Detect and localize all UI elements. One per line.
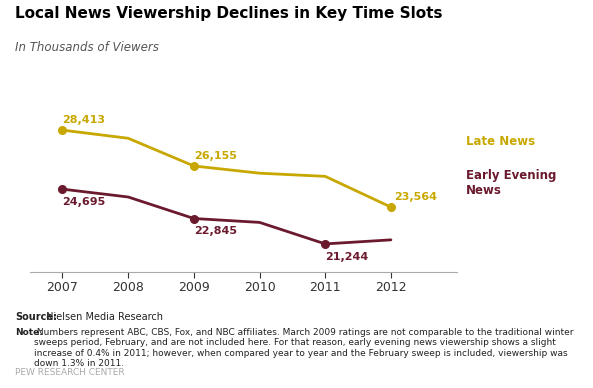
Text: Numbers represent ABC, CBS, Fox, and NBC affiliates. March 2009 ratings are not : Numbers represent ABC, CBS, Fox, and NBC… — [34, 328, 574, 368]
Text: 24,695: 24,695 — [62, 197, 106, 207]
Text: 23,564: 23,564 — [394, 192, 437, 202]
Text: 21,244: 21,244 — [325, 252, 368, 262]
Text: In Thousands of Viewers: In Thousands of Viewers — [15, 41, 159, 54]
Text: PEW RESEARCH CENTER: PEW RESEARCH CENTER — [15, 368, 125, 377]
Text: 26,155: 26,155 — [194, 151, 237, 161]
Text: Local News Viewership Declines in Key Time Slots: Local News Viewership Declines in Key Ti… — [15, 6, 442, 21]
Text: Late News: Late News — [466, 135, 535, 148]
Text: Note:: Note: — [15, 328, 43, 337]
Text: Source:: Source: — [15, 312, 57, 322]
Text: 28,413: 28,413 — [62, 115, 106, 125]
Text: Nielsen Media Research: Nielsen Media Research — [43, 312, 162, 322]
Text: 22,845: 22,845 — [194, 227, 237, 236]
Text: Early Evening
News: Early Evening News — [466, 169, 556, 197]
